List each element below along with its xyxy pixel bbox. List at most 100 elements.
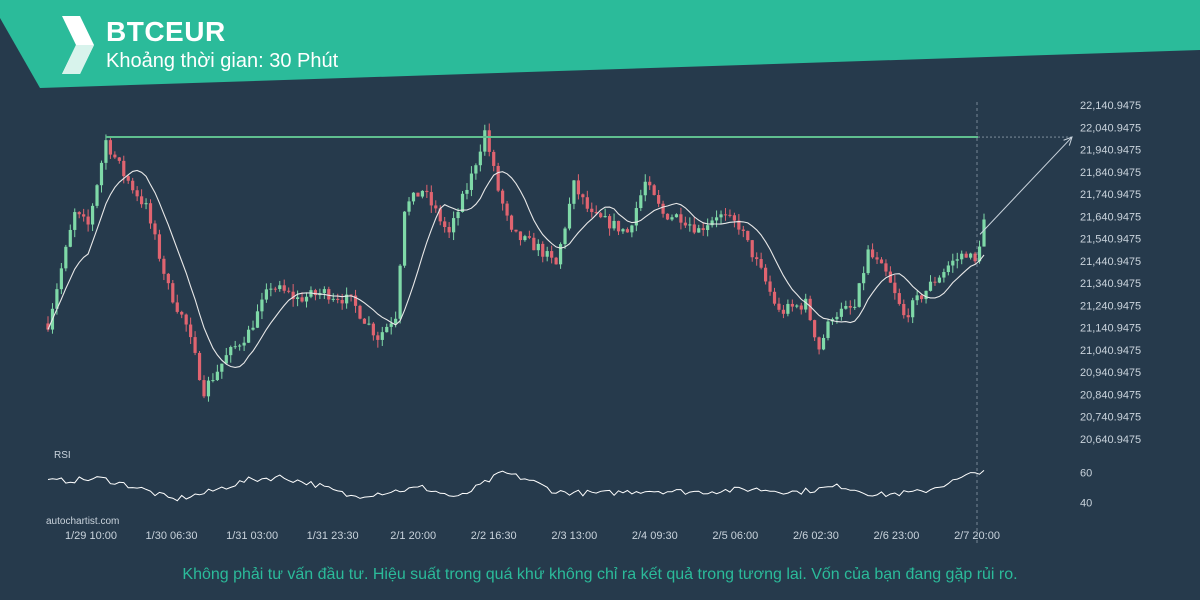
candle-body bbox=[643, 181, 647, 196]
candle-body bbox=[955, 259, 959, 261]
price-tick-label: 21,140.9475 bbox=[1080, 323, 1141, 335]
candle-body bbox=[599, 213, 603, 218]
candle-body bbox=[175, 302, 179, 312]
candle-body bbox=[171, 283, 175, 303]
candle-body bbox=[140, 196, 144, 205]
candle-body bbox=[362, 318, 367, 324]
candle-body bbox=[523, 236, 527, 241]
candle-body bbox=[518, 231, 523, 241]
candle-body bbox=[674, 214, 679, 218]
candle-body bbox=[487, 130, 491, 152]
candle-body bbox=[184, 314, 188, 325]
candle-body bbox=[750, 240, 754, 258]
candle-body bbox=[982, 219, 986, 247]
candle-body bbox=[73, 212, 77, 230]
candle-body bbox=[928, 281, 933, 291]
candle-body bbox=[951, 260, 955, 266]
candle-body bbox=[131, 180, 135, 191]
candle-body bbox=[608, 216, 612, 229]
price-tick-label: 21,240.9475 bbox=[1080, 300, 1141, 312]
candle-body bbox=[683, 222, 687, 226]
rsi-line bbox=[47, 470, 985, 502]
price-tick-label: 21,940.9475 bbox=[1080, 145, 1141, 157]
candle-body bbox=[697, 228, 701, 233]
candle-body bbox=[732, 215, 736, 221]
candle-body bbox=[398, 265, 402, 319]
candle-body bbox=[536, 243, 540, 251]
candle-body bbox=[817, 337, 821, 350]
candle-body bbox=[443, 221, 447, 227]
candle-body bbox=[215, 371, 219, 381]
candle-body bbox=[746, 230, 750, 241]
candle-body bbox=[630, 225, 634, 233]
time-tick-label: 2/5 06:00 bbox=[712, 530, 758, 542]
candle-body bbox=[844, 306, 848, 309]
candle-body bbox=[104, 140, 108, 163]
time-tick-label: 2/3 13:00 bbox=[551, 530, 597, 542]
price-tick-label: 20,840.9475 bbox=[1080, 389, 1141, 401]
candle-body bbox=[590, 208, 594, 213]
candle-body bbox=[425, 190, 429, 193]
candle-body bbox=[474, 165, 478, 174]
candle-body bbox=[402, 211, 407, 266]
candle-body bbox=[920, 295, 924, 300]
candle-body bbox=[407, 201, 411, 212]
candle-body bbox=[148, 203, 153, 224]
candle-body bbox=[478, 151, 482, 166]
candle-body bbox=[296, 297, 300, 300]
candle-body bbox=[870, 249, 875, 258]
candle-body bbox=[897, 293, 901, 304]
candle-body bbox=[906, 315, 910, 318]
candle-body bbox=[973, 253, 977, 262]
candle-body bbox=[483, 130, 487, 152]
candle-body bbox=[180, 311, 184, 315]
candle-body bbox=[942, 272, 946, 278]
candle-body bbox=[701, 228, 705, 231]
candle-body bbox=[501, 190, 505, 204]
candle-body bbox=[353, 295, 358, 306]
candle-body bbox=[197, 352, 202, 381]
candle-body bbox=[82, 214, 86, 217]
candle-body bbox=[541, 243, 545, 257]
candle-body bbox=[625, 229, 630, 233]
candle-body bbox=[616, 220, 621, 232]
candle-body bbox=[777, 303, 781, 310]
candle-body bbox=[447, 226, 451, 233]
candle-body bbox=[371, 323, 375, 336]
candle-body bbox=[657, 195, 661, 204]
autochartist-logo-icon bbox=[62, 16, 94, 74]
candle-body bbox=[291, 291, 295, 300]
time-tick-label: 2/6 23:00 bbox=[874, 530, 920, 542]
candle-body bbox=[273, 288, 277, 290]
candle-body bbox=[86, 216, 90, 225]
candle-body bbox=[304, 296, 309, 302]
candle-body bbox=[679, 214, 683, 223]
candle-body bbox=[652, 185, 656, 196]
candle-body bbox=[394, 318, 398, 324]
price-tick-label: 20,640.9475 bbox=[1080, 434, 1141, 446]
candle-body bbox=[327, 289, 331, 300]
candle-body bbox=[946, 265, 950, 273]
candle-body bbox=[509, 215, 514, 230]
candle-body bbox=[238, 345, 242, 347]
price-tick-label: 21,040.9475 bbox=[1080, 345, 1141, 357]
candle-body bbox=[621, 229, 625, 232]
candle-body bbox=[64, 246, 68, 269]
candle-body bbox=[728, 214, 732, 216]
chart-overlay bbox=[105, 102, 1073, 545]
candle-body bbox=[764, 267, 768, 282]
candle-body bbox=[799, 305, 803, 310]
candle-body bbox=[639, 195, 643, 209]
candle-body bbox=[59, 268, 63, 290]
candle-body bbox=[340, 299, 344, 304]
price-tick-label: 20,740.9475 bbox=[1080, 412, 1141, 424]
candle-body bbox=[879, 259, 884, 264]
candle-body bbox=[563, 228, 567, 245]
candle-body bbox=[77, 212, 81, 215]
candle-body bbox=[452, 218, 456, 233]
candle-body bbox=[358, 305, 362, 319]
candle-body bbox=[157, 234, 162, 259]
candle-body bbox=[505, 203, 509, 216]
candle-body bbox=[692, 224, 696, 233]
price-tick-label: 21,640.9475 bbox=[1080, 211, 1141, 223]
